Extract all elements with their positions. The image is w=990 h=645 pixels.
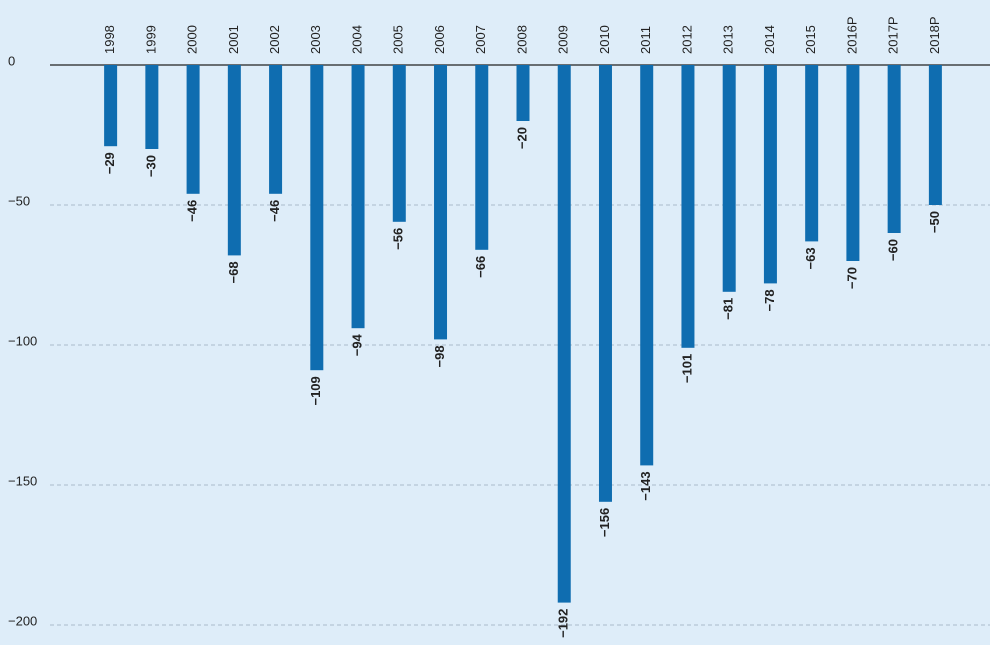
bar: [805, 65, 819, 242]
bar: [392, 65, 406, 222]
bar: [846, 65, 860, 261]
x-tick-label: 1999: [143, 25, 158, 54]
x-tick-label: 2018P: [927, 16, 942, 54]
x-tick-label: 2005: [391, 25, 406, 54]
data-label: −56: [391, 228, 406, 250]
bar: [557, 65, 571, 603]
bar: [598, 65, 612, 502]
bar: [434, 65, 448, 340]
y-tick-label: −200: [8, 613, 37, 628]
data-label: −30: [143, 155, 158, 177]
x-tick-label: 2007: [473, 25, 488, 54]
data-label: −46: [185, 200, 200, 222]
bar: [722, 65, 736, 292]
x-tick-label: 2002: [267, 25, 282, 54]
data-label: −78: [762, 289, 777, 311]
data-label: −50: [927, 211, 942, 233]
bar: [351, 65, 365, 329]
bar: [475, 65, 489, 250]
bar: [640, 65, 654, 466]
x-tick-label: 2011: [638, 26, 653, 54]
data-label: −68: [226, 261, 241, 283]
data-label: −66: [473, 256, 488, 278]
data-label: −94: [349, 333, 364, 356]
x-tick-label: 2000: [185, 25, 200, 54]
bar: [145, 65, 159, 149]
bar: [887, 65, 901, 233]
x-tick-label: 1998: [102, 25, 117, 54]
y-tick-label: −50: [8, 193, 30, 208]
bar: [763, 65, 777, 284]
x-tick-label: 2001: [226, 25, 241, 54]
data-label: −29: [102, 152, 117, 174]
y-tick-label: −100: [8, 333, 37, 348]
y-tick-label: −150: [8, 473, 37, 488]
x-tick-label: 2004: [349, 25, 364, 54]
x-tick-label: 2008: [514, 25, 529, 54]
x-tick-label: 2009: [556, 25, 571, 54]
bar: [516, 65, 530, 121]
data-label: −143: [638, 471, 653, 500]
x-tick-label: 2006: [432, 25, 447, 54]
data-label: −60: [886, 239, 901, 261]
x-tick-label: 2017P: [886, 16, 901, 54]
bar: [310, 65, 324, 371]
data-label: −46: [267, 200, 282, 222]
x-tick-label: 2012: [679, 25, 694, 54]
x-tick-label: 2003: [308, 25, 323, 54]
x-tick-label: 2016P: [844, 16, 859, 54]
bar: [186, 65, 200, 194]
y-tick-label: 0: [8, 53, 15, 68]
data-label: −156: [597, 508, 612, 537]
data-label: −20: [514, 127, 529, 149]
data-label: −70: [844, 267, 859, 289]
data-label: −81: [721, 298, 736, 320]
data-label: −109: [308, 376, 323, 405]
data-label: −192: [556, 609, 571, 638]
x-tick-label: 2015: [803, 25, 818, 54]
bar: [227, 65, 241, 256]
bar: [928, 65, 942, 205]
bar: [104, 65, 118, 147]
data-label: −101: [679, 354, 694, 383]
data-label: −98: [432, 345, 447, 367]
bar: [681, 65, 695, 348]
bar: [269, 65, 283, 194]
x-tick-label: 2014: [762, 25, 777, 54]
x-tick-label: 2013: [721, 25, 736, 54]
data-label: −63: [803, 247, 818, 269]
x-tick-label: 2010: [597, 25, 612, 54]
